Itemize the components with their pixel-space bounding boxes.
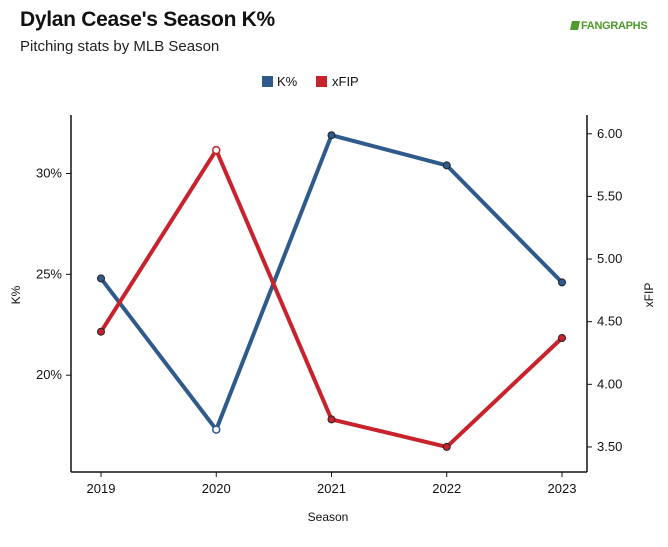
x-tick-label: 2020: [202, 481, 231, 496]
fangraphs-logo: FANGRAPHS: [570, 20, 648, 32]
y-right-axis-label: xFIP: [642, 283, 656, 308]
y-left-tick-label: 20%: [36, 367, 62, 382]
x-tick-label: 2023: [548, 481, 577, 496]
x-axis-label: Season: [308, 510, 349, 524]
y-right-tick-label: 5.50: [597, 188, 622, 203]
data-point-xfip[interactable]: [558, 334, 566, 342]
legend: K% xFIP: [262, 74, 359, 89]
series-line-xfip: [99, 148, 564, 449]
data-point-k[interactable]: [558, 278, 566, 287]
y-right-tick-label: 6.00: [597, 126, 622, 141]
y-left-tick-label: 25%: [36, 266, 62, 281]
y-right-tick-label: 4.00: [597, 376, 622, 391]
x-tick-label: 2021: [317, 481, 346, 496]
legend-label-xfip: xFIP: [332, 74, 359, 89]
chart-subtitle: Pitching stats by MLB Season: [20, 38, 220, 55]
y-right-axis-ticks: 3.50 4.00 4.50 5.00 5.50 6.00: [587, 126, 622, 454]
data-point-k[interactable]: [97, 274, 105, 283]
y-right-tick-label: 4.50: [597, 314, 622, 329]
x-tick-label: 2019: [87, 481, 116, 496]
legend-swatch-kpct: [262, 76, 273, 87]
y-right-tick-label: 3.50: [597, 439, 622, 454]
data-point-k[interactable]: [212, 425, 221, 434]
fangraphs-logo-text: FANGRAPHS: [581, 20, 648, 32]
y-right-tick-label: 5.00: [597, 251, 622, 266]
x-axis-ticks: 2019 2020 2021 2022 2023: [87, 472, 577, 496]
data-point-k[interactable]: [327, 131, 336, 140]
y-left-axis-ticks: 20% 25% 30%: [36, 165, 71, 382]
data-point-xfip[interactable]: [442, 442, 451, 451]
legend-label-kpct: K%: [277, 74, 298, 89]
data-point-xfip[interactable]: [97, 327, 105, 336]
x-tick-label: 2022: [432, 481, 461, 496]
series-line-k: [99, 133, 564, 432]
chart-title: Dylan Cease's Season K%: [20, 8, 275, 31]
y-left-tick-label: 30%: [36, 165, 62, 180]
series-layer: [97, 131, 566, 451]
legend-swatch-xfip: [316, 76, 327, 87]
data-point-xfip[interactable]: [327, 415, 336, 424]
data-point-xfip[interactable]: [212, 145, 221, 155]
data-point-k[interactable]: [442, 161, 451, 170]
y-left-axis-label: K%: [9, 285, 23, 304]
